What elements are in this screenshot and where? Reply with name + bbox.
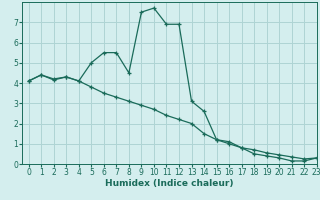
X-axis label: Humidex (Indice chaleur): Humidex (Indice chaleur) <box>105 179 234 188</box>
